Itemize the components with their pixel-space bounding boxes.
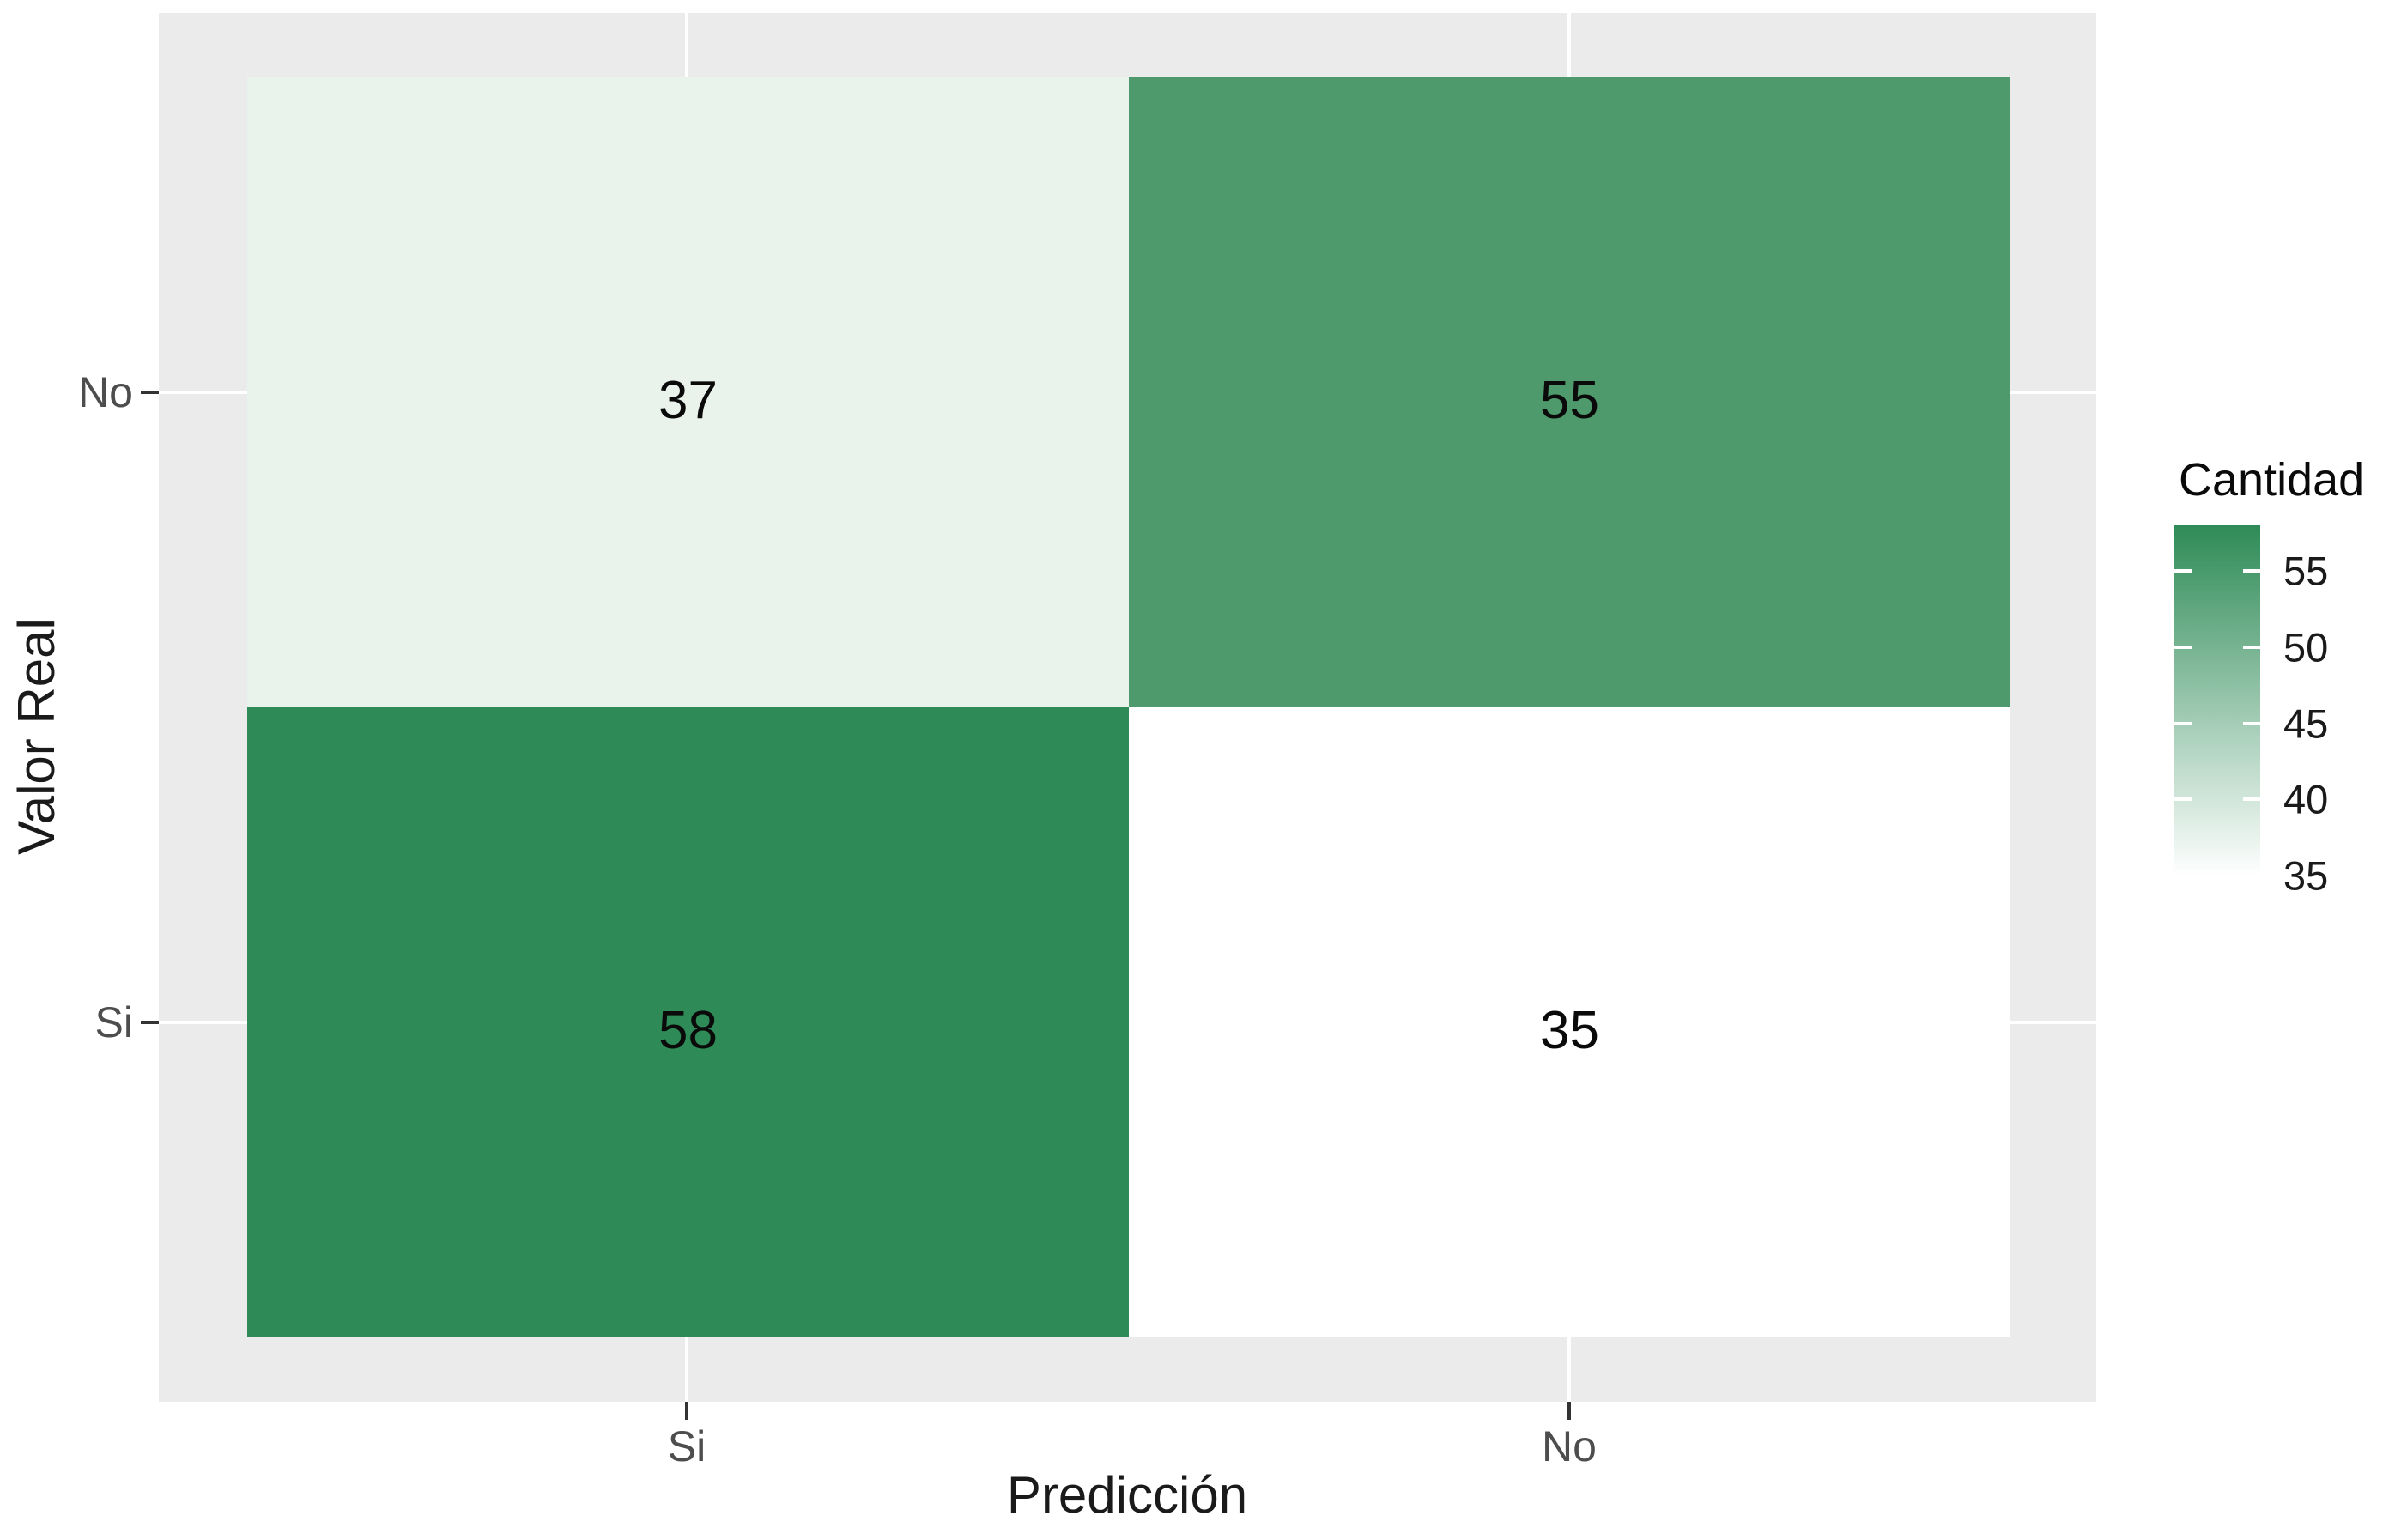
y-axis-title: Valor Real xyxy=(8,618,65,855)
gridline-v xyxy=(1567,1337,1571,1402)
legend-label: 35 xyxy=(2283,852,2329,899)
legend-gradient-bar xyxy=(2174,525,2260,876)
gridline-v xyxy=(685,13,688,77)
legend-tick xyxy=(2174,645,2192,649)
gridline-v xyxy=(1567,13,1571,77)
gridline-v xyxy=(685,1337,688,1402)
cell-real-no-pred-si: 37 xyxy=(247,77,1129,707)
legend-tick xyxy=(2243,874,2260,877)
y-tick-label-si: Si xyxy=(94,998,133,1046)
y-axis-tick xyxy=(141,1021,159,1024)
gridline-h xyxy=(159,1021,247,1024)
cell-real-no-pred-no: 55 xyxy=(1129,77,2010,707)
cell-value: 55 xyxy=(1540,371,1599,430)
cell-value: 35 xyxy=(1540,1001,1599,1060)
legend-tick xyxy=(2174,797,2192,802)
gridline-h xyxy=(2010,391,2096,394)
x-axis-title: Predicción xyxy=(1006,1466,1248,1524)
cell-real-si-pred-si: 58 xyxy=(247,707,1129,1337)
legend-label: 55 xyxy=(2283,548,2329,594)
x-tick-label-no: No xyxy=(1542,1422,1597,1470)
x-tick-label-si: Si xyxy=(667,1422,706,1470)
legend-tick xyxy=(2243,569,2260,573)
legend-tick xyxy=(2174,569,2192,573)
gridline-h xyxy=(2010,1021,2096,1024)
legend-label: 50 xyxy=(2283,624,2329,670)
legend-tick xyxy=(2174,721,2192,725)
legend-tick xyxy=(2174,874,2192,877)
y-axis-tick xyxy=(141,391,159,394)
legend-label: 45 xyxy=(2283,700,2329,747)
cell-value: 37 xyxy=(658,371,718,430)
legend-tick xyxy=(2243,797,2260,802)
legend-tick xyxy=(2243,645,2260,649)
y-tick-label-no: No xyxy=(78,368,133,416)
legend-label: 40 xyxy=(2283,776,2329,822)
cell-real-si-pred-no: 35 xyxy=(1129,707,2010,1337)
x-axis-tick xyxy=(685,1402,688,1420)
cell-value: 58 xyxy=(658,1001,718,1060)
x-axis-tick xyxy=(1567,1402,1571,1420)
gridline-h xyxy=(159,391,247,394)
legend-title: Cantidad xyxy=(2179,454,2365,506)
legend-tick xyxy=(2243,721,2260,725)
